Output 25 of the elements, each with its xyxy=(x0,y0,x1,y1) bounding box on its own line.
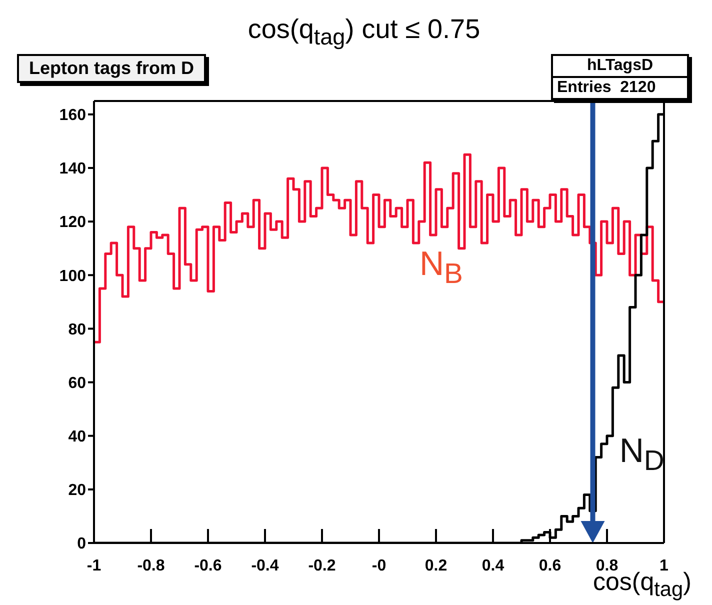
text: Lepton tags from D xyxy=(17,54,206,83)
x-tick-label: 1 xyxy=(660,557,669,574)
series-label: N$_{D}$ xyxy=(619,432,664,478)
y-tick-label: 20 xyxy=(68,482,86,500)
x-tick-label: -0.6 xyxy=(194,557,222,574)
x-tick-label: -1 xyxy=(86,557,102,574)
y-tick-label: 0 xyxy=(77,536,86,553)
text: Entries 2120 xyxy=(556,78,657,98)
series-label: N$_{B}$ xyxy=(419,244,463,290)
chart-title: cos(q$_{tag}$) cut ≤ 0.75 xyxy=(246,14,482,50)
x-tick-label: -0.2 xyxy=(308,557,336,574)
x-tick-label: -0.8 xyxy=(137,557,165,574)
y-tick-label: 40 xyxy=(68,428,86,446)
y-tick-label: 100 xyxy=(59,268,86,285)
y-tick-label: 60 xyxy=(68,374,86,392)
y-tick-label: 140 xyxy=(59,160,86,178)
y-tick-label: 120 xyxy=(59,214,86,232)
x-tick-label: -0.4 xyxy=(251,557,279,574)
y-tick-label: 160 xyxy=(59,107,86,124)
x-tick-label: 0.4 xyxy=(482,557,504,574)
x-tick-label: 0.6 xyxy=(538,557,562,574)
y-tick-label: 80 xyxy=(68,321,86,338)
x-tick-label: 0.2 xyxy=(424,557,448,574)
x-tick-label: -0 xyxy=(372,557,386,574)
text: hLTagsD xyxy=(553,56,687,78)
